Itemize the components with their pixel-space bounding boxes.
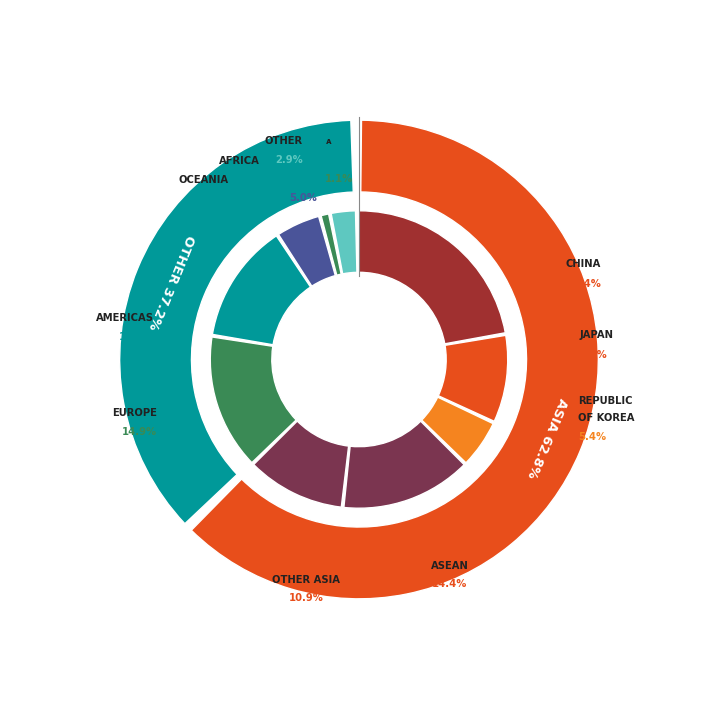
Text: 5.0%: 5.0%: [289, 193, 317, 203]
Text: 13.2%: 13.2%: [119, 331, 154, 342]
Text: CHINA: CHINA: [566, 259, 601, 269]
Text: OTHER: OTHER: [264, 136, 302, 146]
Wedge shape: [421, 397, 493, 463]
Text: 10.9%: 10.9%: [289, 593, 323, 603]
Wedge shape: [321, 214, 341, 275]
Wedge shape: [279, 216, 335, 286]
Text: EUROPE: EUROPE: [113, 408, 157, 418]
Text: ASEAN: ASEAN: [431, 562, 469, 571]
Text: ASIA 62.8%: ASIA 62.8%: [525, 395, 569, 480]
Text: 5.4%: 5.4%: [578, 431, 606, 441]
Wedge shape: [331, 211, 357, 274]
Text: 1.1%: 1.1%: [325, 174, 353, 184]
Text: ᴀ: ᴀ: [325, 137, 331, 146]
Wedge shape: [120, 120, 353, 523]
Wedge shape: [210, 337, 297, 462]
Text: 2.9%: 2.9%: [275, 155, 302, 165]
Text: 14.9%: 14.9%: [122, 427, 157, 437]
Text: OF KOREA: OF KOREA: [578, 413, 634, 423]
Wedge shape: [344, 421, 464, 508]
Wedge shape: [213, 236, 311, 345]
Text: 9.7%: 9.7%: [579, 349, 607, 360]
Text: 14.4%: 14.4%: [432, 580, 467, 590]
Text: REPUBLIC: REPUBLIC: [578, 395, 633, 406]
Text: OCEANIA: OCEANIA: [179, 175, 229, 185]
Text: AMERICAS: AMERICAS: [96, 313, 154, 323]
Wedge shape: [191, 120, 598, 599]
Wedge shape: [253, 421, 349, 507]
Text: JAPAN: JAPAN: [579, 330, 613, 340]
Wedge shape: [359, 211, 505, 344]
Text: 22.4%: 22.4%: [566, 279, 601, 289]
Wedge shape: [438, 335, 508, 421]
Text: AFRICA: AFRICA: [219, 156, 260, 166]
Text: OTHER ASIA: OTHER ASIA: [272, 575, 340, 585]
Text: OTHER 37.2%: OTHER 37.2%: [146, 233, 196, 331]
